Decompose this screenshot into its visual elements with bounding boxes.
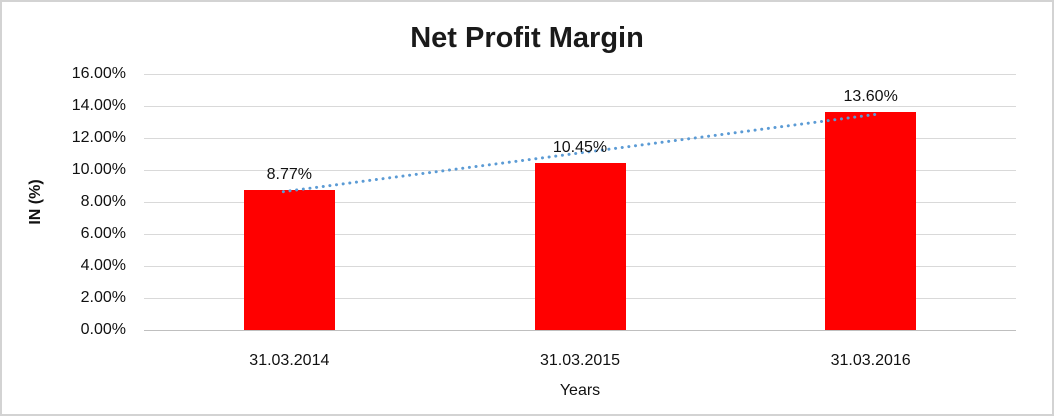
bar-31.03.2016 — [825, 112, 917, 330]
y-tick-label: 4.00% — [80, 257, 126, 274]
y-tick-label: 6.00% — [80, 225, 126, 242]
x-axis-line — [144, 329, 1016, 331]
y-tick-label: 0.00% — [80, 321, 126, 338]
gridline — [144, 73, 1016, 75]
bar-data-label: 13.60% — [843, 88, 898, 106]
x-tick-label: 31.03.2014 — [249, 352, 330, 369]
y-tick-label: 10.00% — [71, 161, 126, 178]
y-tick-label: 16.00% — [71, 65, 126, 82]
y-axis-title: IN (%) — [27, 179, 44, 225]
bar-31.03.2015 — [534, 162, 626, 330]
y-tick-label: 14.00% — [71, 97, 126, 114]
x-tick-label: 31.03.2015 — [539, 352, 621, 369]
y-tick-label: 8.00% — [80, 193, 126, 210]
bar-31.03.2014 — [243, 189, 335, 330]
x-tick-label: 31.03.2016 — [830, 352, 911, 369]
y-tick-label: 12.00% — [71, 129, 126, 146]
bar-data-label: 8.77% — [266, 165, 313, 183]
chart-title: Net Profit Margin — [410, 22, 644, 54]
y-tick-label: 2.00% — [80, 289, 126, 306]
x-axis-title: Years — [559, 382, 601, 399]
bar-data-label: 10.45% — [552, 138, 608, 156]
gridline — [144, 105, 1016, 107]
